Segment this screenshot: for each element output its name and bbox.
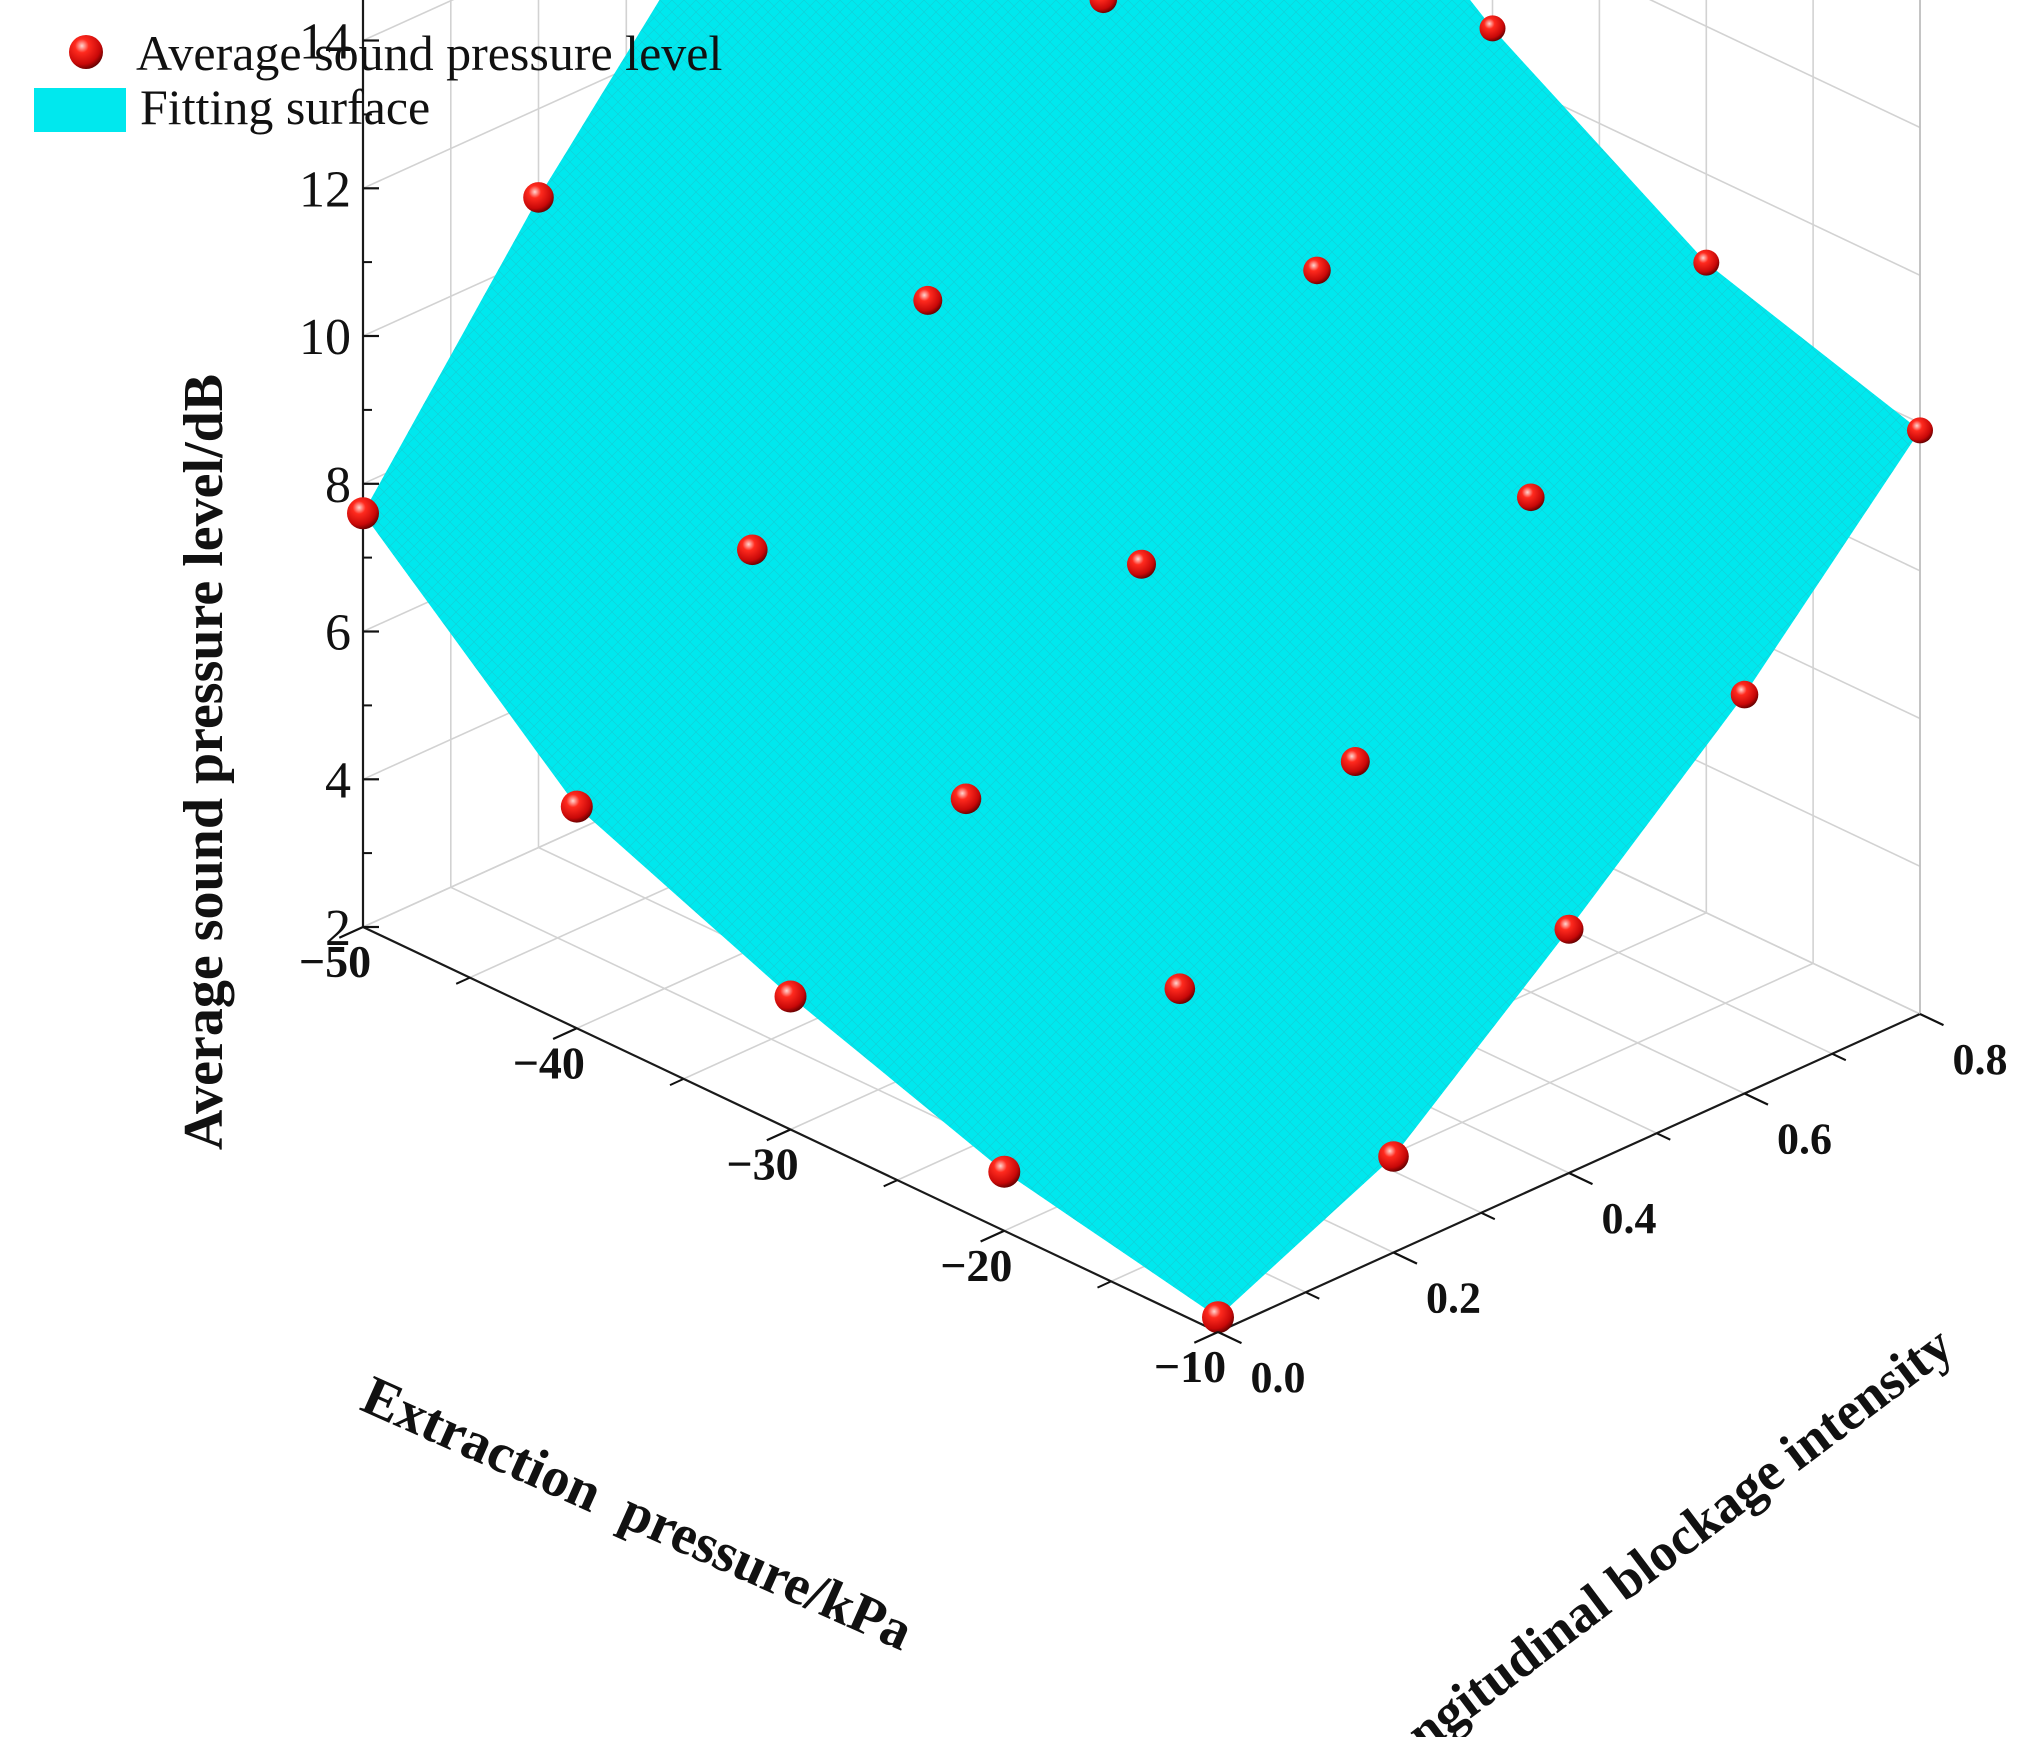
z-axis-title-group: Average sound pressure level/dB xyxy=(173,374,235,1150)
x-tick-major xyxy=(980,1229,1005,1243)
data-point xyxy=(523,182,554,213)
scatter-points-front xyxy=(347,0,1933,1334)
x-tick-major xyxy=(1193,1330,1219,1344)
y-tick-major xyxy=(1919,1013,1944,1027)
data-point xyxy=(1517,483,1545,512)
x-tick-label: −40 xyxy=(513,1037,585,1088)
z-tick-label: 2 xyxy=(325,900,351,957)
z-tick-label: 14 xyxy=(299,14,351,71)
data-point xyxy=(1479,15,1506,42)
data-point xyxy=(1554,914,1584,944)
y-tick-label: 0.4 xyxy=(1602,1194,1657,1243)
data-point xyxy=(1303,256,1331,285)
y-axis-title: Longitudinal blockage intensity xyxy=(1345,1314,1963,1737)
surface-mesh xyxy=(363,0,1920,1318)
grid-line-back-z xyxy=(1648,0,1921,129)
y-axis-title-group: Longitudinal blockage intensity xyxy=(1345,1314,1963,1737)
fitting-surface xyxy=(363,0,1920,1318)
data-point xyxy=(1164,973,1196,1004)
x-tick-label: −10 xyxy=(1154,1341,1226,1392)
y-tick-label: 0.6 xyxy=(1777,1115,1832,1164)
y-tick-major xyxy=(1217,1331,1242,1345)
z-tick-label: 10 xyxy=(299,309,351,366)
x-tick-label: −20 xyxy=(940,1240,1012,1291)
legend-label-points: Average sound pressure level xyxy=(136,25,722,81)
axis-ticks: 24681012141618−50−40−30−20−100.00.20.40.… xyxy=(299,14,2008,1403)
z-tick-label: 12 xyxy=(299,161,351,218)
data-point xyxy=(913,285,943,315)
data-point xyxy=(1340,747,1370,776)
x-tick-major xyxy=(338,925,364,939)
data-point xyxy=(950,783,982,815)
y-tick-minor xyxy=(1656,1132,1671,1141)
x-tick-minor xyxy=(669,1077,685,1087)
z-tick-label: 8 xyxy=(325,457,351,514)
y-tick-minor xyxy=(1480,1211,1496,1221)
data-point xyxy=(1202,1301,1234,1334)
data-point xyxy=(1693,249,1720,276)
legend: Average sound pressure level Fitting sur… xyxy=(34,25,722,135)
x-tick-label: −50 xyxy=(299,936,371,987)
x-axis-title-group: Extraction pressure/kPa xyxy=(353,1364,922,1663)
x-tick-minor xyxy=(883,1179,898,1188)
y-tick-minor xyxy=(1831,1052,1847,1062)
z-axis-title: Average sound pressure level/dB xyxy=(173,374,235,1150)
y-tick-label: 0.2 xyxy=(1426,1274,1481,1323)
legend-swatch-icon xyxy=(34,88,126,132)
x-tick-label: −30 xyxy=(726,1139,798,1190)
x-tick-major xyxy=(766,1128,791,1142)
x-tick-major xyxy=(552,1027,578,1041)
z-tick-label: 6 xyxy=(325,605,351,662)
data-point xyxy=(560,790,593,823)
data-point xyxy=(1907,417,1933,444)
legend-sphere-icon xyxy=(69,35,103,69)
data-point xyxy=(347,497,379,530)
data-point xyxy=(1127,549,1156,579)
x-tick-minor xyxy=(455,976,471,985)
y-tick-label: 0.8 xyxy=(1953,1035,2008,1084)
y-tick-major xyxy=(1393,1251,1418,1265)
data-point xyxy=(1089,0,1118,14)
data-point xyxy=(737,534,768,566)
x-axis-title: Extraction pressure/kPa xyxy=(353,1364,922,1663)
x-tick-minor xyxy=(1097,1280,1112,1289)
data-point xyxy=(774,980,807,1013)
data-point xyxy=(1378,1141,1409,1172)
y-tick-minor xyxy=(1305,1291,1320,1300)
y-tick-major xyxy=(1568,1172,1593,1186)
y-tick-major xyxy=(1744,1092,1769,1106)
data-point xyxy=(1730,680,1759,709)
legend-label-surface: Fitting surface xyxy=(140,79,430,135)
y-tick-label: 0.0 xyxy=(1251,1353,1306,1402)
data-point xyxy=(988,1155,1021,1188)
z-tick-label: 4 xyxy=(325,752,351,809)
